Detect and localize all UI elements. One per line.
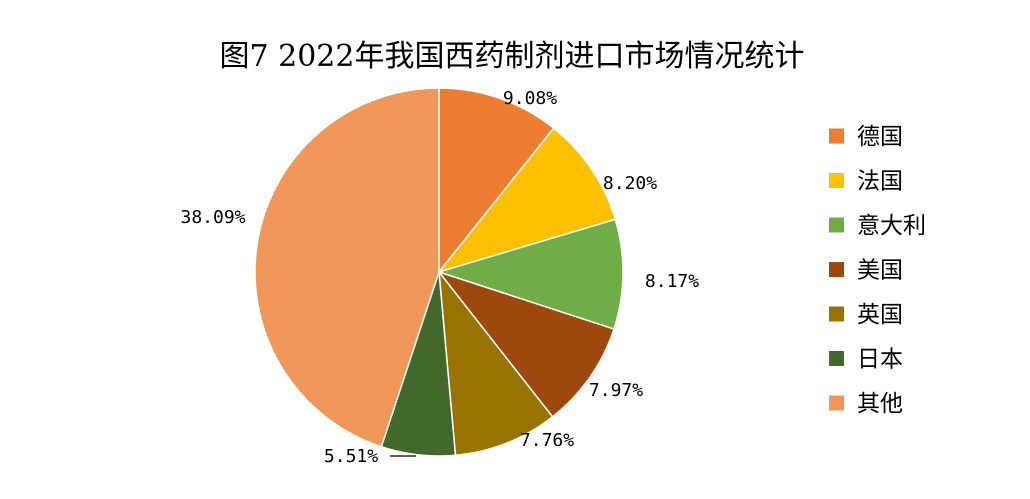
pie-slices [254, 87, 624, 457]
pie-data-labels: 9.08% 8.20% 8.17% 7.97% 7.76% 5.51% 38.09% [180, 88, 699, 467]
legend-label: 德国 [857, 124, 903, 150]
legend-swatch [829, 128, 844, 144]
data-label-3: 8.17% [645, 271, 699, 292]
data-label-2: 8.20% [603, 173, 657, 194]
legend-swatch [829, 395, 844, 411]
pie-slice-3 [436, 218, 624, 331]
legend-swatch [829, 262, 844, 277]
data-label-7: 38.09% [180, 207, 245, 228]
data-label-5: 7.76% [520, 430, 574, 451]
legend-label: 日本 [857, 347, 903, 373]
legend-label: 意大利 [857, 213, 926, 239]
pie-slice-4 [436, 270, 615, 418]
legend-label: 其他 [857, 391, 903, 417]
legend-item: 法国 [829, 169, 903, 195]
legend-item: 英国 [829, 302, 903, 328]
legend-item: 意大利 [829, 213, 926, 239]
legend-label: 美国 [857, 258, 903, 284]
legend-item: 德国 [829, 124, 903, 150]
legend-swatch [829, 306, 844, 322]
legend-swatch [829, 351, 844, 366]
data-label-1: 9.08% [503, 88, 557, 109]
pie-slice-1 [438, 87, 555, 275]
data-label-6: 5.51% [324, 446, 378, 467]
chart-title: 图7 2022年我国西药制剂进口市场情况统计 [220, 39, 805, 74]
legend-item: 美国 [829, 258, 903, 284]
legend-item: 其他 [829, 391, 903, 417]
pie-slice-7 [254, 87, 440, 448]
data-label-4: 7.97% [589, 380, 643, 401]
pie-slice-5 [438, 269, 554, 457]
legend-swatch [829, 173, 844, 188]
legend-label: 英国 [857, 302, 903, 328]
legend-item: 日本 [829, 347, 903, 373]
legend-swatch [829, 217, 844, 233]
pie-slice-2 [436, 127, 617, 274]
legend-label: 法国 [857, 169, 903, 195]
